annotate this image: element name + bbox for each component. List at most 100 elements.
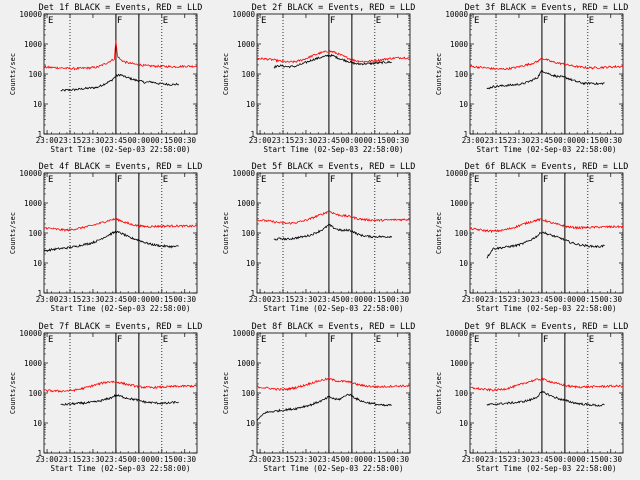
lld-series-line: [43, 217, 198, 232]
y-tick-label: 10000: [445, 10, 468, 19]
panel-title: Det 5f BLACK = Events, RED = LLD: [252, 162, 416, 172]
x-axis-label: Start Time (02-Sep-03 22:58:00): [477, 304, 617, 313]
events-series-line: [60, 393, 179, 406]
x-tick-label: 23:15: [272, 455, 295, 464]
x-tick-label: 00:00: [554, 136, 577, 145]
events-series-line: [43, 230, 179, 253]
y-tick-label: 10: [33, 100, 43, 109]
segment-label: E: [474, 175, 479, 185]
x-tick-label: 23:00: [249, 136, 272, 145]
x-axis-label: Start Time (02-Sep-03 22:58:00): [264, 464, 404, 473]
x-tick-label: 00:15: [364, 455, 387, 464]
segment-label: F: [117, 16, 122, 26]
events-series-line: [486, 389, 605, 407]
x-tick-label: 23:00: [36, 295, 59, 304]
segment-label: E: [48, 16, 53, 26]
x-tick-label: 00:00: [341, 295, 364, 304]
segment-label: E: [589, 335, 594, 345]
lld-series-line: [43, 380, 198, 393]
x-tick-label: 00:30: [173, 455, 196, 464]
segment-label: E: [163, 16, 168, 26]
events-series-line: [273, 53, 392, 69]
x-tick-label: 23:45: [318, 455, 341, 464]
events-series-line: [486, 231, 605, 259]
segment-label: F: [543, 175, 548, 185]
x-tick-label: 23:45: [531, 455, 554, 464]
panel-title: Det 9f BLACK = Events, RED = LLD: [465, 322, 629, 332]
y-tick-label: 100: [241, 70, 255, 79]
y-tick-label: 1000: [450, 40, 469, 49]
segment-label: E: [376, 16, 381, 26]
x-tick-label: 00:00: [341, 136, 364, 145]
panel-det-2: Det 2f BLACK = Events, RED = LLD Counts/s…: [222, 3, 415, 154]
y-axis-label: Counts/sec: [435, 53, 443, 95]
x-tick-label: 00:30: [599, 455, 622, 464]
x-tick-label: 00:30: [599, 295, 622, 304]
y-tick-label: 100: [241, 389, 255, 398]
panel-title: Det 7f BLACK = Events, RED = LLD: [39, 322, 203, 332]
panel-title: Det 2f BLACK = Events, RED = LLD: [252, 3, 416, 13]
y-tick-label: 10: [33, 259, 43, 268]
y-tick-label: 1: [463, 449, 468, 458]
plot-frame: [469, 13, 624, 135]
y-axis-label: Counts/sec: [435, 212, 443, 254]
x-tick-label: 00:30: [386, 295, 409, 304]
y-tick-label: 1: [37, 289, 42, 298]
plot-frame: [43, 332, 198, 454]
y-tick-label: 10000: [232, 10, 255, 19]
segment-label: E: [376, 335, 381, 345]
y-tick-label: 10: [33, 419, 43, 428]
x-tick-label: 23:45: [318, 136, 341, 145]
x-tick-label: 23:45: [105, 295, 128, 304]
x-tick-label: 23:15: [485, 455, 508, 464]
lld-series-line: [256, 49, 411, 64]
x-tick-label: 23:30: [295, 136, 318, 145]
segment-label: F: [117, 335, 122, 345]
lld-series-line: [469, 218, 624, 234]
plot-frame: [256, 172, 411, 294]
x-tick-label: 23:45: [105, 455, 128, 464]
y-tick-label: 1: [250, 449, 255, 458]
x-tick-label: 00:15: [151, 455, 174, 464]
x-axis-label: Start Time (02-Sep-03 22:58:00): [51, 464, 191, 473]
segment-label: E: [261, 335, 266, 345]
y-tick-label: 10: [459, 259, 469, 268]
y-tick-label: 1000: [24, 359, 43, 368]
events-series-line: [273, 222, 392, 241]
y-tick-label: 1: [37, 130, 42, 139]
y-axis-label: Counts/sec: [9, 53, 17, 95]
y-tick-label: 10: [246, 100, 256, 109]
panel-det-5: Det 5f BLACK = Events, RED = LLD Counts/s…: [222, 162, 415, 313]
y-tick-label: 100: [454, 70, 468, 79]
panel-title: Det 4f BLACK = Events, RED = LLD: [39, 162, 203, 172]
y-tick-label: 1000: [450, 199, 469, 208]
y-tick-label: 1000: [237, 199, 256, 208]
x-axis-label: Start Time (02-Sep-03 22:58:00): [264, 304, 404, 313]
segment-label: E: [48, 335, 53, 345]
y-tick-label: 10000: [445, 169, 468, 178]
x-axis-label: Start Time (02-Sep-03 22:58:00): [264, 145, 404, 154]
segment-label: F: [330, 335, 335, 345]
y-tick-label: 10000: [19, 169, 42, 178]
x-tick-label: 23:30: [295, 295, 318, 304]
x-tick-label: 00:30: [599, 136, 622, 145]
segment-label: E: [261, 175, 266, 185]
x-axis-label: Start Time (02-Sep-03 22:58:00): [51, 145, 191, 154]
segment-label: E: [163, 335, 168, 345]
panel-det-7: Det 7f BLACK = Events, RED = LLD Counts/s…: [9, 322, 202, 473]
x-tick-label: 23:00: [36, 136, 59, 145]
y-tick-label: 1000: [24, 40, 43, 49]
x-tick-label: 00:15: [364, 295, 387, 304]
y-tick-label: 1: [463, 130, 468, 139]
y-tick-label: 10: [246, 419, 256, 428]
x-tick-label: 23:00: [249, 455, 272, 464]
x-tick-label: 23:00: [462, 136, 485, 145]
y-axis-label: Counts/sec: [222, 212, 230, 254]
x-tick-label: 00:00: [128, 295, 151, 304]
x-tick-label: 23:45: [531, 136, 554, 145]
panel-det-9: Det 9f BLACK = Events, RED = LLD Counts/s…: [435, 322, 628, 473]
x-tick-label: 23:15: [59, 136, 82, 145]
x-tick-label: 00:00: [554, 455, 577, 464]
x-tick-label: 23:30: [508, 295, 531, 304]
lld-series-line: [256, 376, 411, 392]
